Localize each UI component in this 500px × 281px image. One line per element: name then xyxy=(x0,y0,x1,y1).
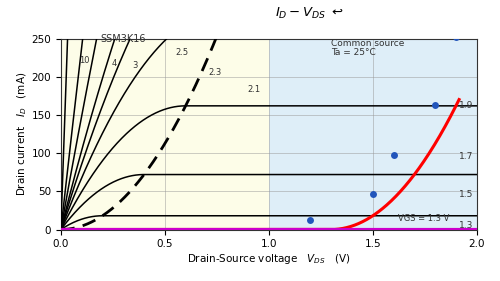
Text: 3: 3 xyxy=(132,61,138,70)
Text: Common source: Common source xyxy=(331,39,404,48)
Text: 2.3: 2.3 xyxy=(208,68,222,77)
Text: 1.3: 1.3 xyxy=(460,221,473,230)
Bar xyxy=(269,39,477,230)
Text: SSM3K16: SSM3K16 xyxy=(100,35,146,44)
Bar xyxy=(61,39,269,230)
Text: 2.5: 2.5 xyxy=(175,48,188,57)
Text: $I_D - V_{DS}$ $\hookleftarrow$: $I_D - V_{DS}$ $\hookleftarrow$ xyxy=(276,6,344,21)
Text: Ta = 25°C: Ta = 25°C xyxy=(331,48,376,57)
Text: 1.5: 1.5 xyxy=(460,190,473,199)
Text: 2.1: 2.1 xyxy=(248,85,261,94)
X-axis label: Drain-Source voltage   $V_{DS}$   (V): Drain-Source voltage $V_{DS}$ (V) xyxy=(187,252,350,266)
Text: 1.7: 1.7 xyxy=(460,152,473,161)
Text: 10: 10 xyxy=(80,56,90,65)
Y-axis label: Drain current   $I_D$   (mA): Drain current $I_D$ (mA) xyxy=(15,72,28,196)
Text: 4: 4 xyxy=(112,59,116,68)
Text: VGS = 1.3 V: VGS = 1.3 V xyxy=(398,214,449,223)
Text: 1.9: 1.9 xyxy=(460,101,473,110)
